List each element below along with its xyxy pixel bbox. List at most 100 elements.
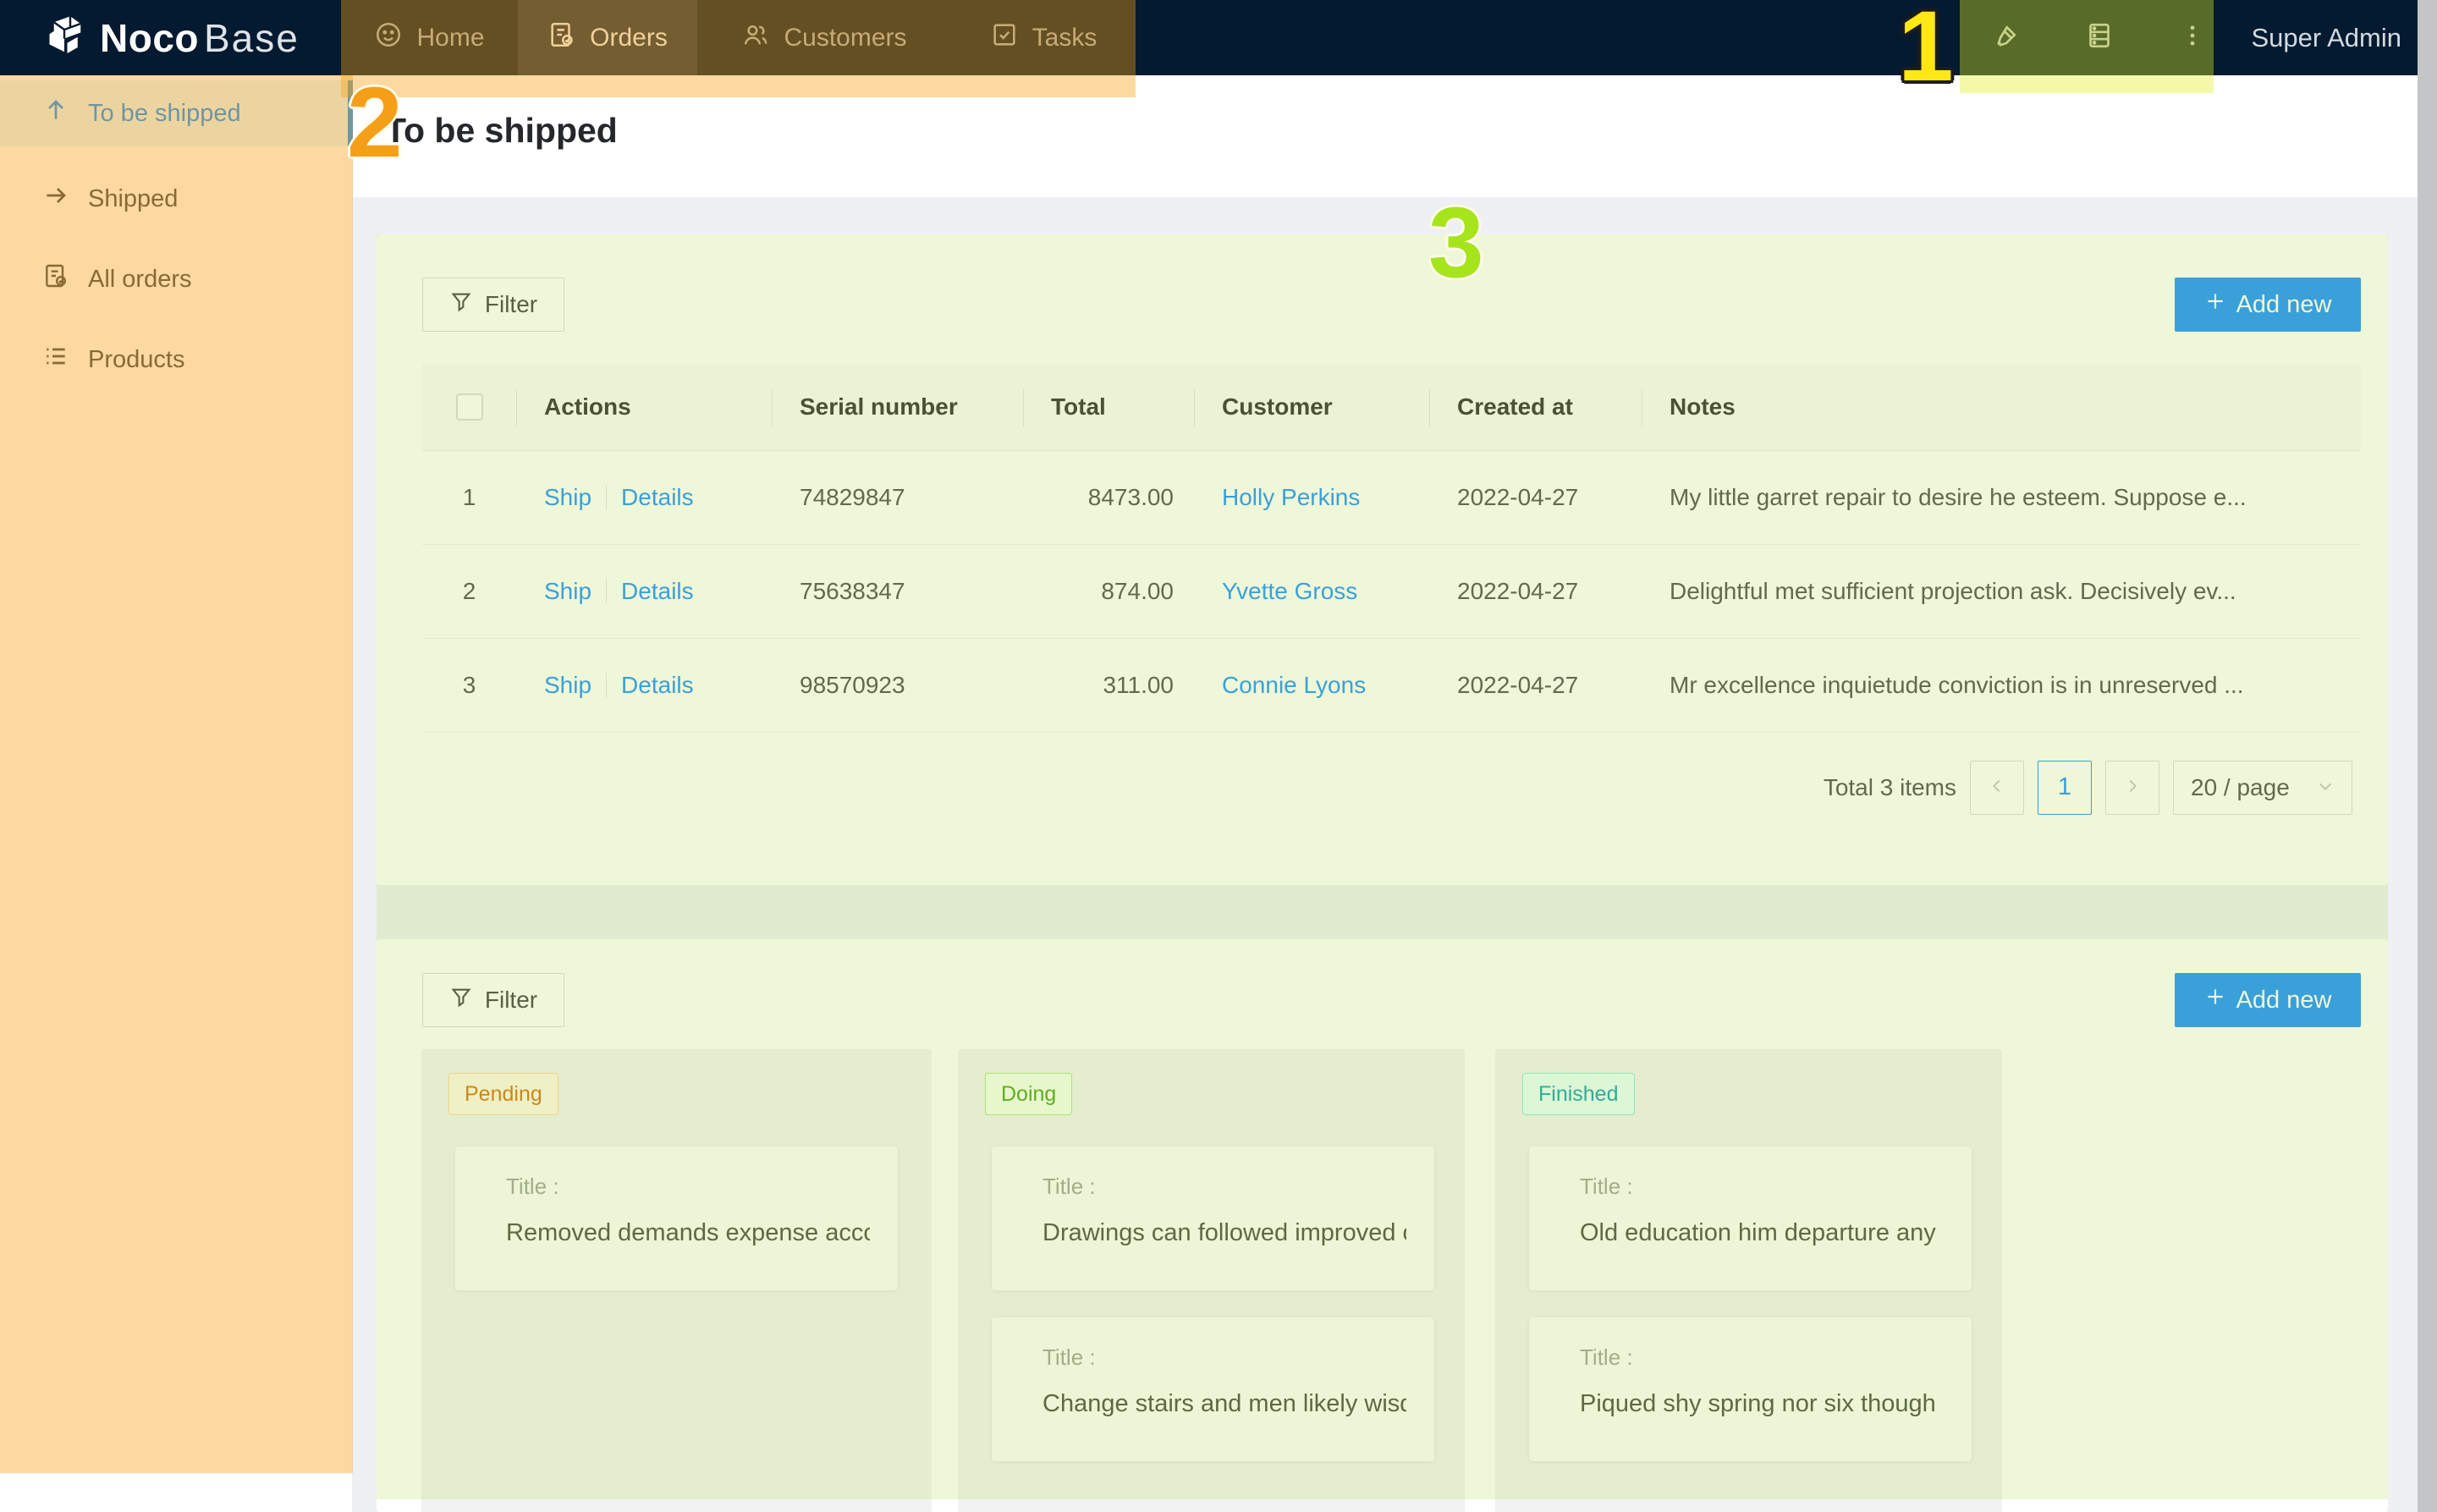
serial-number-cell: 75638347 <box>800 578 905 604</box>
list-icon <box>42 343 69 377</box>
pagination-next-button[interactable] <box>2105 760 2159 815</box>
total-cell: 874.00 <box>1101 578 1174 604</box>
collections-icon <box>2084 20 2115 55</box>
tab-customers[interactable]: Customers <box>697 0 951 75</box>
collections-button[interactable] <box>2071 0 2127 75</box>
total-cell: 311.00 <box>1103 672 1174 698</box>
sidebar-item-label: All orders <box>88 265 192 293</box>
sidebar-item-all-orders[interactable]: All orders <box>0 246 353 312</box>
page-header: To be shipped <box>353 75 2418 197</box>
smiley-icon <box>374 20 403 56</box>
status-badge: Finished <box>1522 1073 1635 1115</box>
customer-link[interactable]: Yvette Gross <box>1222 578 1358 604</box>
orders-table: Actions Serial number Total Customer Cre… <box>422 364 2361 733</box>
tab-label: Tasks <box>1031 23 1097 52</box>
ship-link[interactable]: Ship <box>544 484 592 510</box>
chevron-left-icon <box>1988 774 2006 801</box>
table-row: 1 Ship Details 74829847 8473.00 Holly Pe… <box>422 451 2361 545</box>
kanban-card-item[interactable]: Title : Removed demands expense account … <box>455 1146 898 1290</box>
row-index: 3 <box>462 672 476 698</box>
logo-text-noco: Noco <box>100 15 199 60</box>
sidebar-item-shipped[interactable]: Shipped <box>0 166 353 232</box>
kanban-card-item[interactable]: Title : Change stairs and men likely wis… <box>992 1317 1434 1461</box>
card-title-text: Drawings can followed improved out ... <box>1042 1219 1406 1246</box>
card-title-text: Piqued shy spring nor six though mut... <box>1580 1390 1944 1417</box>
column-header-serial: Serial number <box>772 364 1023 450</box>
app-logo[interactable]: Noco Base <box>41 0 300 75</box>
pagination-page-1[interactable]: 1 <box>2038 760 2092 815</box>
column-header-total: Total <box>1023 364 1194 450</box>
column-header-customer: Customer <box>1194 364 1429 450</box>
plus-icon <box>2204 290 2226 319</box>
add-new-button[interactable]: Add new <box>2175 278 2361 332</box>
sidebar-item-label: To be shipped <box>88 99 241 127</box>
card-title-text: Removed demands expense account i... <box>506 1219 870 1246</box>
card-field-label: Title : <box>1580 1174 1633 1199</box>
card-field-label: Title : <box>1580 1344 1633 1370</box>
sidebar-menu: To be shipped Shipped All orders <box>0 75 353 1512</box>
plus-icon <box>2204 986 2226 1014</box>
serial-number-cell: 98570923 <box>800 672 905 698</box>
sidebar-item-to-be-shipped[interactable]: To be shipped <box>0 80 353 146</box>
tab-home[interactable]: Home <box>341 0 518 75</box>
customer-link[interactable]: Holly Perkins <box>1222 484 1361 510</box>
filter-icon <box>449 290 473 320</box>
action-divider <box>606 673 608 698</box>
chevron-right-icon <box>2123 774 2142 801</box>
ship-link[interactable]: Ship <box>544 578 592 604</box>
tab-orders[interactable]: Orders <box>518 0 697 75</box>
customer-link[interactable]: Connie Lyons <box>1222 672 1367 698</box>
kanban-filter-button[interactable]: Filter <box>422 973 564 1027</box>
action-divider <box>606 485 608 510</box>
pagination-prev-button[interactable] <box>1970 760 2024 815</box>
tab-tasks[interactable]: Tasks <box>951 0 1136 75</box>
more-menu-button[interactable] <box>2165 0 2220 75</box>
pagination: Total 3 items 1 20 / page <box>1824 760 2352 815</box>
filter-button[interactable]: Filter <box>422 278 564 332</box>
action-divider <box>606 579 608 604</box>
table-row: 3 Ship Details 98570923 311.00 Connie Ly… <box>422 639 2361 733</box>
ship-link[interactable]: Ship <box>544 672 592 698</box>
tab-label: Customers <box>784 23 907 52</box>
kanban-card-item[interactable]: Title : Piqued shy spring nor six though… <box>1529 1317 1972 1461</box>
user-menu[interactable]: Super Admin <box>2217 0 2402 75</box>
sidebar-item-products[interactable]: Products <box>0 327 353 393</box>
logo-text-base: Base <box>204 15 300 60</box>
tab-label: Home <box>416 23 485 52</box>
add-new-button-label: Add new <box>2236 986 2332 1014</box>
total-cell: 8473.00 <box>1087 484 1174 510</box>
kanban-card-item[interactable]: Title : Old education him departure any … <box>1529 1146 1972 1290</box>
add-new-button-label: Add new <box>2236 290 2332 318</box>
top-navbar: Noco Base Home Orders <box>0 0 2418 75</box>
sidebar-item-label: Shipped <box>88 184 179 212</box>
ui-editor-button[interactable] <box>1978 0 2034 75</box>
vertical-scrollbar[interactable] <box>2418 0 2437 1512</box>
card-title-text: Change stairs and men likely wisdom ... <box>1042 1390 1406 1417</box>
filter-icon <box>449 986 473 1015</box>
card-field-label: Title : <box>1042 1344 1096 1370</box>
table-header-row: Actions Serial number Total Customer Cre… <box>422 364 2361 451</box>
arrow-right-icon <box>42 182 69 216</box>
people-icon <box>741 20 770 56</box>
kanban-add-new-button[interactable]: Add new <box>2175 973 2361 1027</box>
row-index: 1 <box>462 484 476 510</box>
table-row: 2 Ship Details 75638347 874.00 Yvette Gr… <box>422 545 2361 639</box>
details-link[interactable]: Details <box>621 578 694 604</box>
logo-cube-icon <box>41 12 88 63</box>
kanban-column-doing: Doing Title : Drawings can followed impr… <box>958 1049 1465 1512</box>
user-name: Super Admin <box>2251 22 2402 52</box>
kanban-column-pending: Pending Title : Removed demands expense … <box>421 1049 932 1512</box>
details-link[interactable]: Details <box>621 672 694 698</box>
order-doc-icon <box>42 262 69 296</box>
details-link[interactable]: Details <box>621 484 694 510</box>
kanban-card-item[interactable]: Title : Drawings can followed improved o… <box>992 1146 1434 1290</box>
kanban-card: Filter Add new Pending Title : Removed d… <box>377 939 2388 1512</box>
task-check-icon <box>990 20 1019 56</box>
select-all-checkbox[interactable] <box>455 393 483 421</box>
arrow-up-icon <box>42 96 69 130</box>
created-at-cell: 2022-04-27 <box>1457 672 1579 698</box>
order-doc-icon <box>547 20 576 56</box>
page-size-select[interactable]: 20 / page <box>2173 760 2352 815</box>
serial-number-cell: 74829847 <box>800 484 905 510</box>
